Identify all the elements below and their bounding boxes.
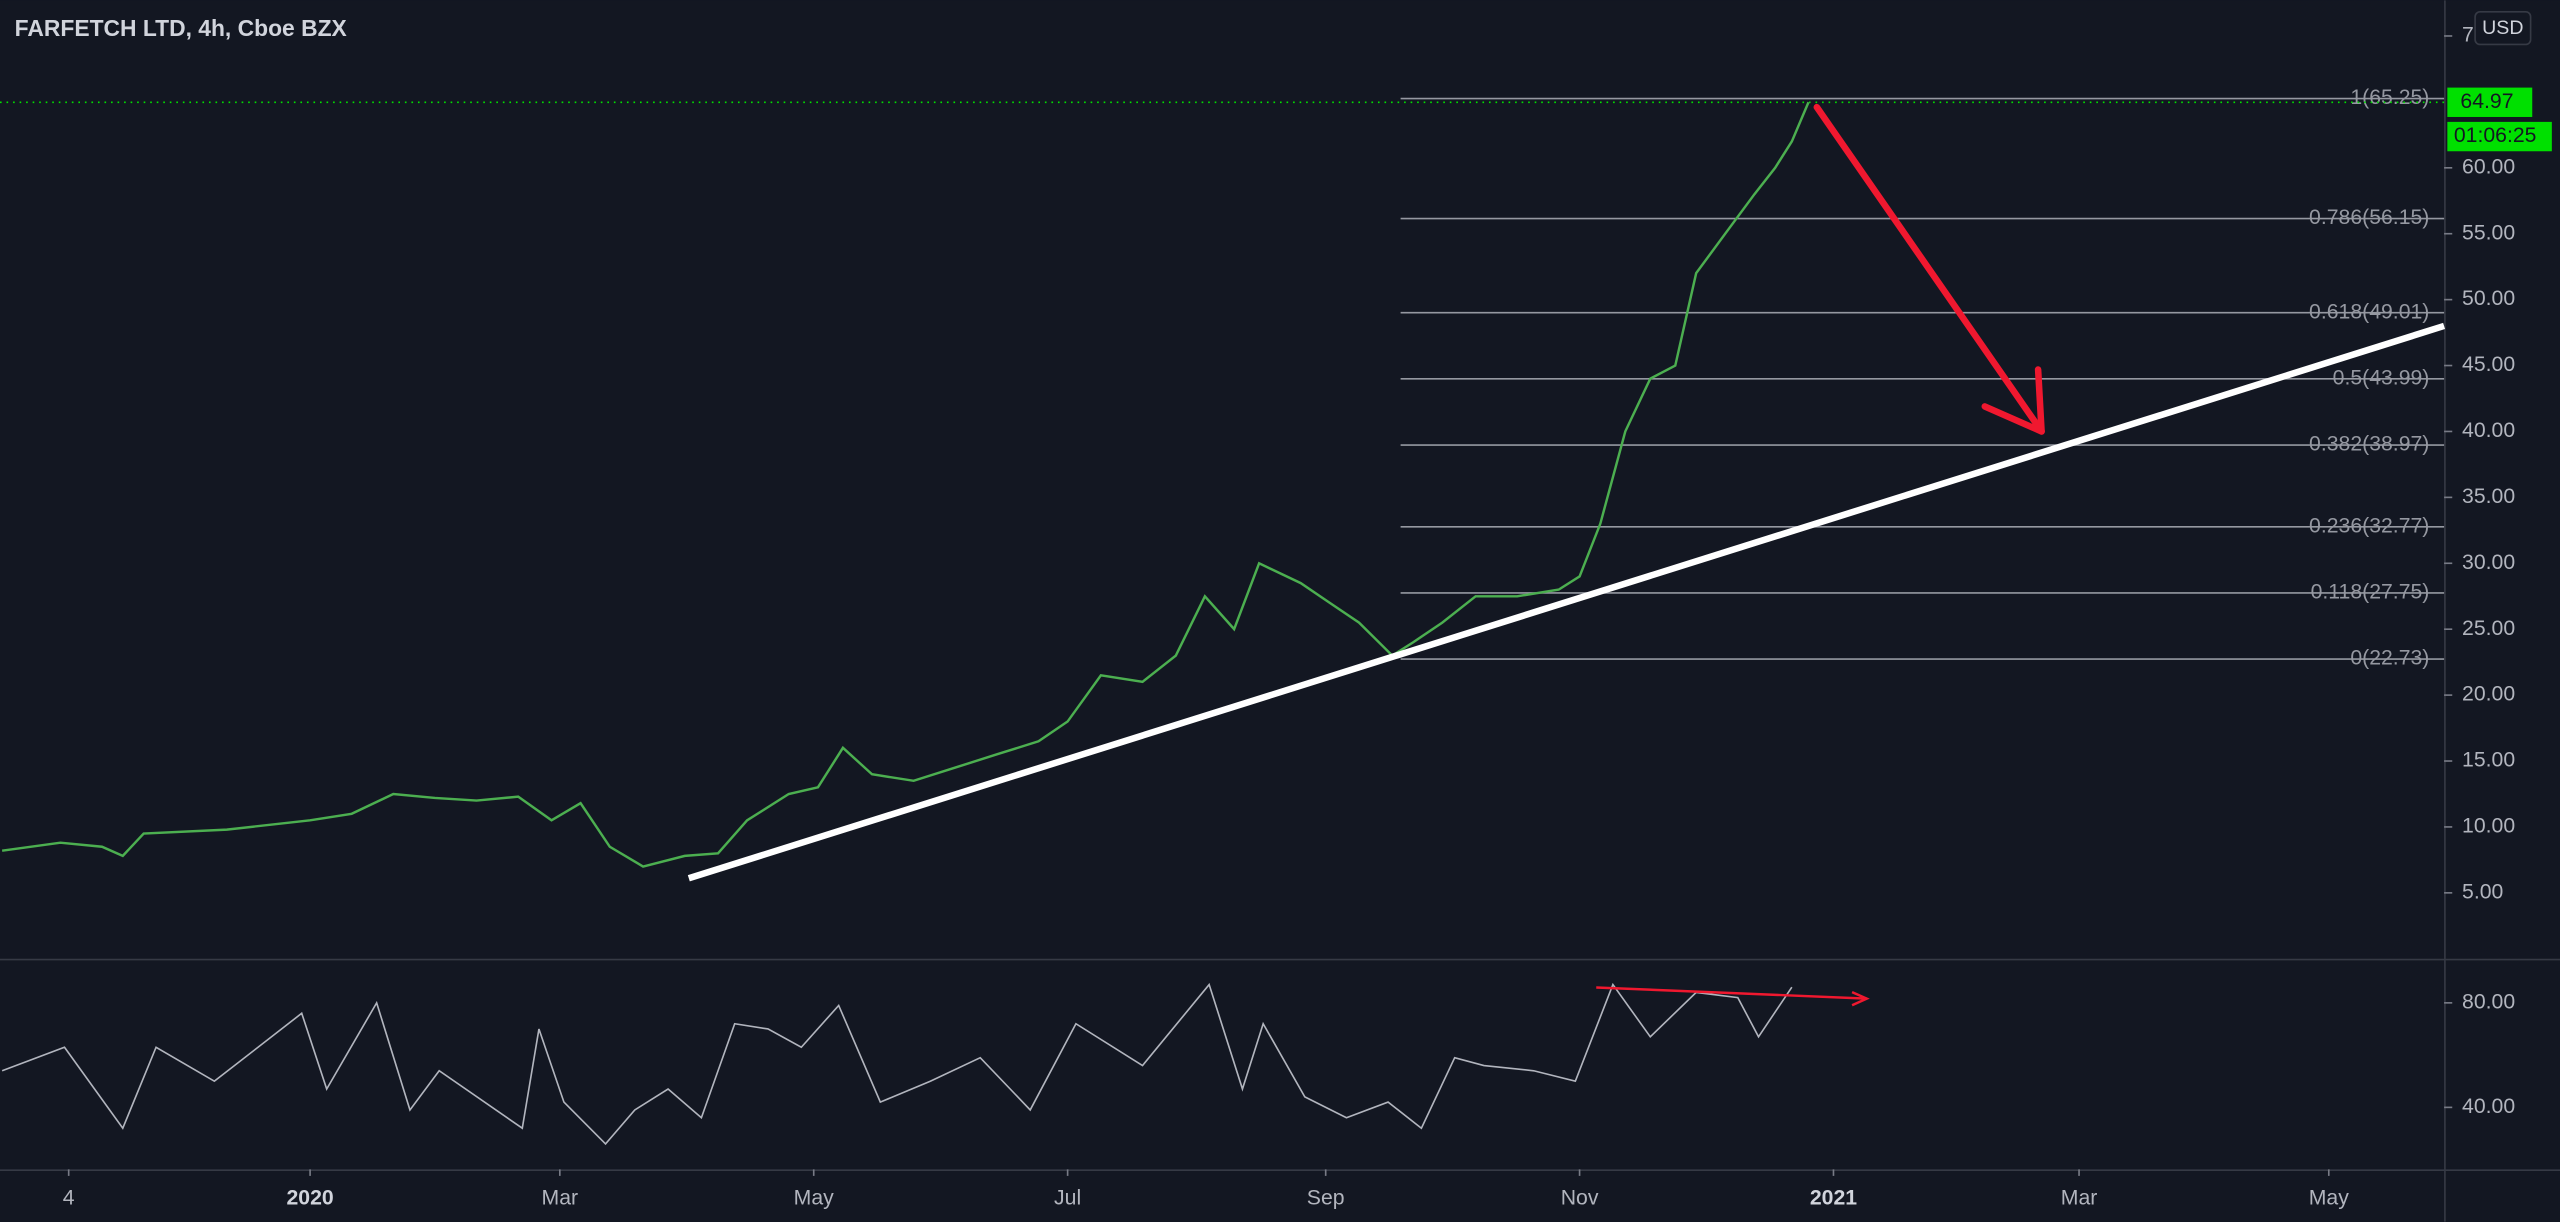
x-tick-label: Nov bbox=[1561, 1186, 1599, 1209]
arrow-head bbox=[1981, 366, 2045, 435]
fib-label: 1(65.25) bbox=[2350, 86, 2429, 109]
y-tick-label: 7 bbox=[2462, 24, 2474, 47]
fib-label: 0.236(32.77) bbox=[2309, 514, 2429, 537]
y-tick-label: 5.00 bbox=[2462, 880, 2503, 903]
fib-label: 0.118(27.75) bbox=[2311, 581, 2430, 604]
chart-title: FARFETCH LTD, 4h, Cboe BZX bbox=[15, 15, 348, 41]
fib-label: 0.5(43.99) bbox=[2333, 366, 2430, 389]
y-tick-label: 30.00 bbox=[2462, 551, 2515, 574]
x-tick-label: Jul bbox=[1054, 1186, 1081, 1209]
arrow bbox=[1813, 103, 2045, 435]
last-price-label: 64.97 bbox=[2460, 90, 2513, 113]
last-price-box bbox=[2447, 87, 2533, 117]
rsi-divergence-head bbox=[1851, 991, 1870, 1007]
trend-line bbox=[687, 322, 2446, 882]
y-tick-label: 45.00 bbox=[2462, 353, 2515, 376]
x-tick-label: May bbox=[794, 1186, 834, 1209]
y-tick-label: 55.00 bbox=[2462, 221, 2515, 244]
y-tick-label: 50.00 bbox=[2462, 287, 2515, 310]
x-tick-label: May bbox=[2309, 1186, 2349, 1209]
countdown-box bbox=[2447, 121, 2552, 152]
rsi-tick-label: 40.00 bbox=[2462, 1095, 2515, 1118]
y-tick-label: 60.00 bbox=[2462, 155, 2515, 178]
currency-button[interactable] bbox=[2474, 11, 2532, 46]
fib-label: 0.382(38.97) bbox=[2309, 433, 2429, 456]
price-line bbox=[1, 101, 1810, 868]
fib-label: 0.786(56.15) bbox=[2309, 206, 2429, 229]
y-tick-label: 20.00 bbox=[2462, 683, 2515, 706]
fib-label: 0(22.73) bbox=[2350, 647, 2429, 670]
rsi-divergence bbox=[1596, 986, 1867, 1000]
x-tick-label: Mar bbox=[2061, 1186, 2098, 1209]
x-tick-label: 2020 bbox=[286, 1186, 333, 1209]
currency-label[interactable]: USD bbox=[2482, 17, 2523, 39]
y-tick-label: 15.00 bbox=[2462, 749, 2515, 772]
rsi-tick-label: 80.00 bbox=[2462, 990, 2515, 1013]
countdown-label: 01:06:25 bbox=[2454, 124, 2537, 147]
x-tick-label: 4 bbox=[63, 1186, 75, 1209]
y-tick-label: 10.00 bbox=[2462, 815, 2515, 838]
x-tick-label: Mar bbox=[542, 1186, 579, 1209]
x-tick-label: Sep bbox=[1307, 1186, 1345, 1209]
fib-label: 0.618(49.01) bbox=[2309, 300, 2429, 323]
y-tick-label: 35.00 bbox=[2462, 485, 2515, 508]
rsi-line bbox=[1, 982, 1793, 1146]
x-tick-label: 2021 bbox=[1810, 1186, 1857, 1209]
y-tick-label: 25.00 bbox=[2462, 617, 2515, 640]
y-tick-label: 40.00 bbox=[2462, 419, 2515, 442]
